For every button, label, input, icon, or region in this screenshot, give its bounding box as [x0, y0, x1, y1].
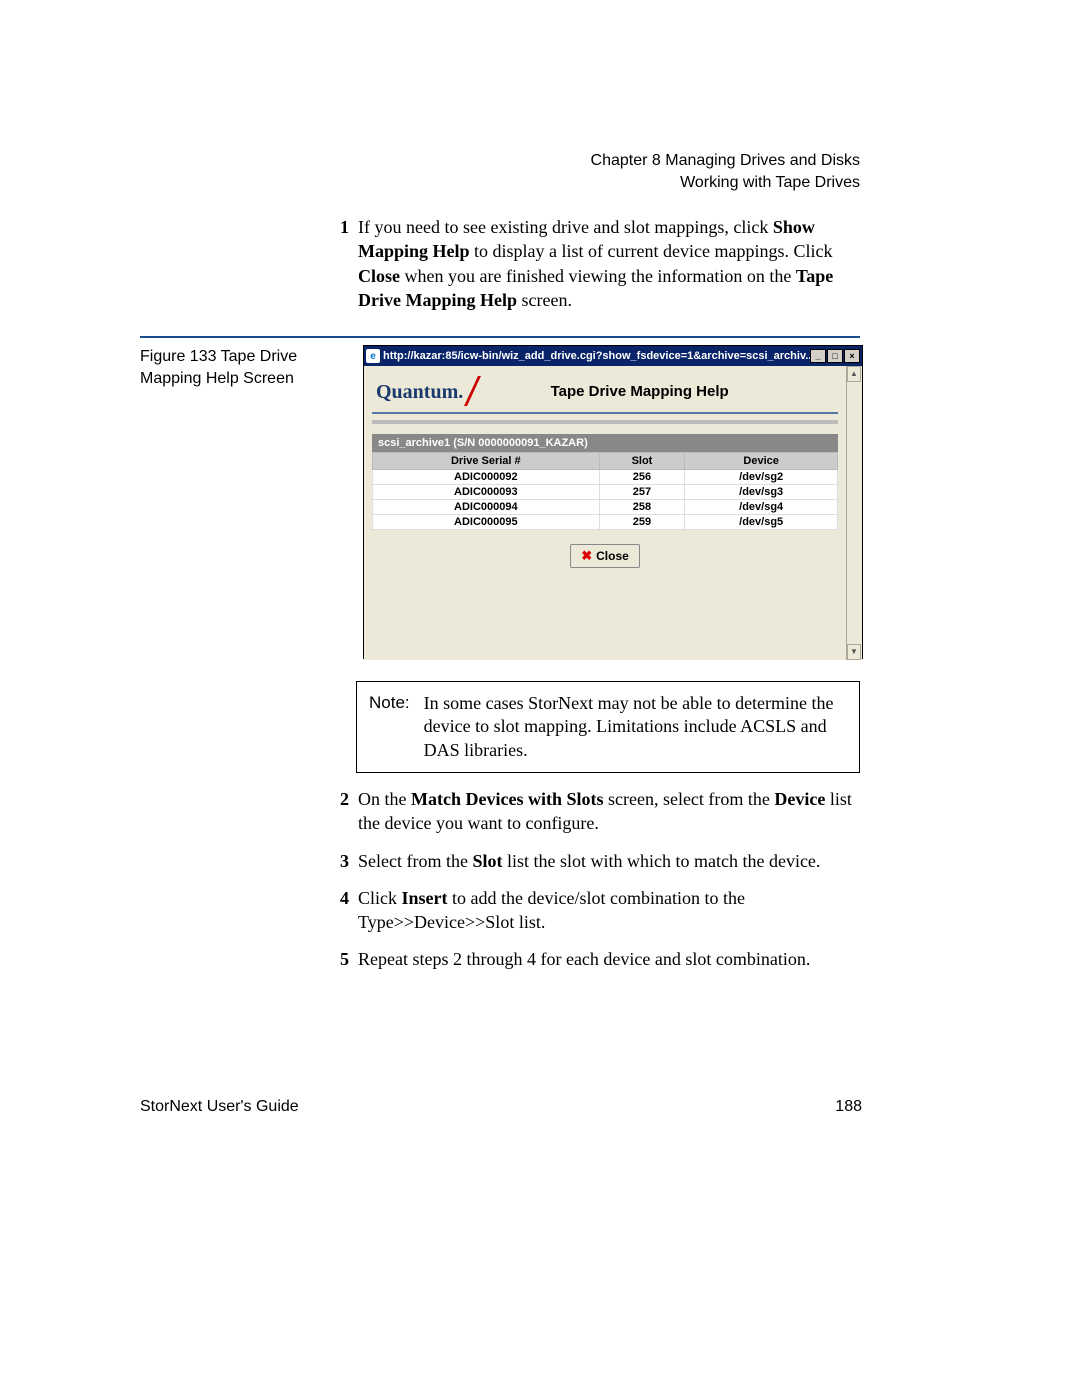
- col-device: Device: [685, 453, 838, 470]
- browser-icon: e: [366, 349, 380, 363]
- close-x-icon: ✖: [581, 548, 592, 564]
- section-divider: [140, 336, 860, 338]
- scroll-up-icon[interactable]: ▲: [847, 366, 861, 382]
- col-slot: Slot: [599, 453, 685, 470]
- close-row: ✖ Close: [372, 530, 838, 568]
- close-label: Close: [596, 549, 629, 563]
- chapter-title: Chapter 8 Managing Drives and Disks: [591, 150, 860, 172]
- footer-guide-name: StorNext User's Guide: [140, 1098, 299, 1116]
- scroll-down-icon[interactable]: ▼: [847, 644, 861, 660]
- archive-label: scsi_archive1 (S/N 0000000091_KAZAR): [372, 434, 838, 452]
- window-titlebar: e http://kazar:85/icw-bin/wiz_add_drive.…: [364, 346, 862, 366]
- screenshot-window: e http://kazar:85/icw-bin/wiz_add_drive.…: [363, 345, 863, 659]
- steps-block: 2 On the Match Devices with Slots screen…: [340, 787, 865, 985]
- window-content: Quantum. Tape Drive Mapping Help scsi_ar…: [364, 366, 846, 660]
- logo-wrap: Quantum.: [376, 378, 485, 404]
- maximize-button[interactable]: □: [827, 349, 843, 363]
- table-header-row: Drive Serial # Slot Device: [373, 453, 838, 470]
- step-2: 2 On the Match Devices with Slots screen…: [340, 787, 865, 836]
- table-row: ADIC000095 259 /dev/sg5: [373, 515, 838, 530]
- table-row: ADIC000093 257 /dev/sg3: [373, 485, 838, 500]
- step-5: 5 Repeat steps 2 through 4 for each devi…: [340, 947, 865, 971]
- note-text: In some cases StorNext may not be able t…: [424, 692, 847, 762]
- page-header: Chapter 8 Managing Drives and Disks Work…: [591, 150, 860, 195]
- window-body: ▲ ▼ Quantum. Tape Drive Mapping Help scs…: [364, 366, 862, 660]
- note-label: Note:: [369, 692, 410, 762]
- figure-caption: Figure 133 Tape Drive Mapping Help Scree…: [140, 346, 330, 389]
- step-number: 1: [340, 215, 349, 239]
- section-title: Working with Tape Drives: [591, 172, 860, 194]
- note-box: Note: In some cases StorNext may not be …: [356, 681, 860, 773]
- footer-page-number: 188: [835, 1098, 862, 1116]
- step-3: 3 Select from the Slot list the slot wit…: [340, 849, 865, 873]
- step-1: 1 If you need to see existing drive and …: [340, 215, 860, 312]
- drive-table: Drive Serial # Slot Device ADIC000092 25…: [372, 452, 838, 530]
- close-button[interactable]: ✖ Close: [570, 544, 640, 568]
- window-close-button[interactable]: ×: [844, 349, 860, 363]
- step-4: 4 Click Insert to add the device/slot co…: [340, 886, 865, 935]
- content-header: Quantum. Tape Drive Mapping Help: [372, 370, 838, 414]
- col-serial: Drive Serial #: [373, 453, 600, 470]
- logo-slash-icon: [465, 378, 485, 404]
- table-row: ADIC000092 256 /dev/sg2: [373, 470, 838, 485]
- minimize-button[interactable]: _: [810, 349, 826, 363]
- scrollbar[interactable]: ▲ ▼: [846, 366, 862, 660]
- content-title: Tape Drive Mapping Help: [485, 383, 834, 400]
- table-row: ADIC000094 258 /dev/sg4: [373, 500, 838, 515]
- window-url: http://kazar:85/icw-bin/wiz_add_drive.cg…: [383, 350, 810, 362]
- quantum-logo: Quantum.: [376, 381, 463, 404]
- window-buttons: _ □ ×: [810, 349, 860, 363]
- step-text: If you need to see existing drive and sl…: [358, 215, 860, 312]
- grey-divider: [372, 420, 838, 424]
